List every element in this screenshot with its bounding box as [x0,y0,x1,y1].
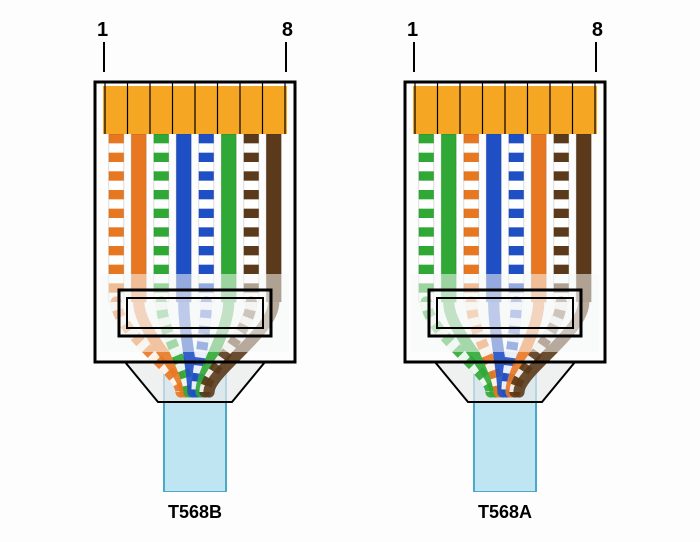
pin-label-first: 1 [97,19,108,42]
pin-label-last: 8 [282,19,293,42]
connector-t568a: 1 8 T568A [385,19,625,523]
connector-title: T568B [168,502,222,523]
pin-label-row: 1 8 [85,19,305,42]
pin-tick [285,42,287,72]
pin-label-first: 1 [407,19,418,42]
pin-tick [413,42,415,72]
rj45-diagram [385,72,625,492]
pin-tick [103,42,105,72]
pin-label-row: 1 8 [395,19,615,42]
connector-title: T568A [478,502,532,523]
pin-tick-row [395,42,615,72]
pin-tick-row [85,42,305,72]
pin-tick [595,42,597,72]
pin-label-last: 8 [592,19,603,42]
connector-t568b: 1 8 T568B [75,19,315,523]
rj45-diagram [75,72,315,492]
